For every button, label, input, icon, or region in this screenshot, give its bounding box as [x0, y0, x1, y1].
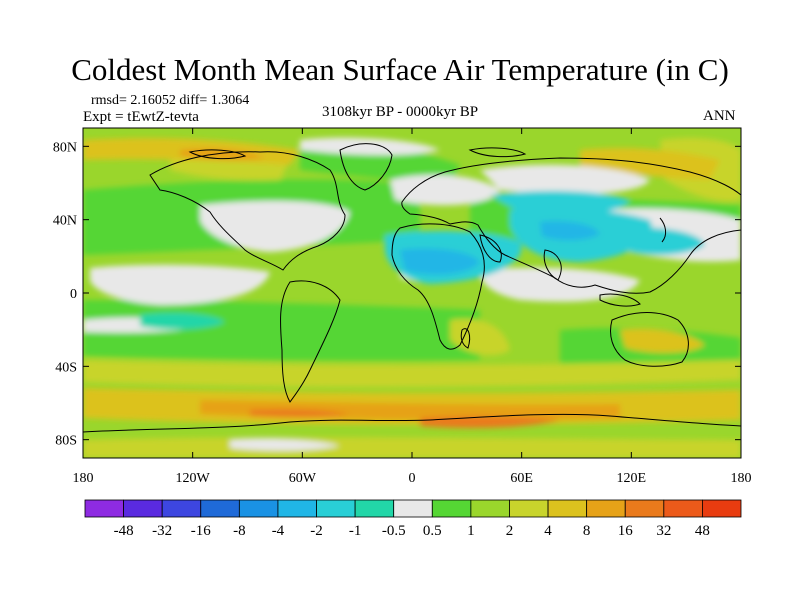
- latitude-axis: 80N 40N 0 40S 80S: [53, 140, 741, 449]
- colorbar-label: -4: [272, 523, 285, 539]
- colorbar-label: 16: [618, 523, 634, 539]
- colorbar-swatch: [393, 499, 433, 518]
- colorbar-swatch: [354, 499, 395, 518]
- colorbar-swatch: [238, 499, 279, 518]
- lon-tick-label: 120E: [617, 471, 647, 486]
- colorbar-label: -2: [310, 523, 323, 539]
- colorbar-swatch: [702, 499, 742, 518]
- season-label: ANN: [703, 108, 736, 124]
- colorbar: -48 -32 -16 -8 -4 -2 -1 -0.5 0.5 1 2 4 8 16 32 48: [84, 499, 742, 539]
- colorbar-swatch: [547, 499, 588, 518]
- colorbar-label: -32: [152, 523, 172, 539]
- lon-tick-label: 0: [409, 471, 416, 486]
- colorbar-label: 8: [583, 523, 591, 539]
- lat-tick-label: 80S: [55, 434, 77, 449]
- colorbar-label: 2: [506, 523, 514, 539]
- lat-tick-label: 40N: [53, 214, 77, 229]
- colorbar-swatch: [161, 499, 202, 518]
- lat-tick-label: 80N: [53, 140, 77, 155]
- colorbar-label: 32: [656, 523, 671, 539]
- colorbar-label: -48: [114, 523, 134, 539]
- colorbar-swatch: [123, 499, 163, 518]
- colorbar-label: -8: [233, 523, 246, 539]
- colorbar-swatch: [663, 499, 703, 518]
- colorbar-swatch: [431, 499, 472, 518]
- colorbar-label: -1: [349, 523, 362, 539]
- period-label: 3108kyr BP - 0000kyr BP: [322, 104, 479, 120]
- longitude-axis: 180 120W 60W 0 60E 120E 180: [73, 128, 752, 486]
- colorbar-swatch: [509, 499, 549, 518]
- colorbar-label: 0.5: [423, 523, 442, 539]
- colorbar-label: 1: [467, 523, 475, 539]
- lon-tick-label: 180: [731, 471, 752, 486]
- colorbar-swatch: [277, 499, 317, 518]
- colorbar-swatch: [200, 499, 240, 518]
- lon-tick-label: 60W: [289, 471, 317, 486]
- colorbar-swatch: [624, 499, 665, 518]
- colorbar-label: -16: [191, 523, 211, 539]
- lon-tick-label: 60E: [510, 471, 533, 486]
- experiment-label: Expt = tEwtZ-tevta: [83, 109, 199, 125]
- map-title: Coldest Month Mean Surface Air Temperatu…: [71, 52, 729, 87]
- colorbar-swatch: [316, 499, 356, 518]
- colorbar-swatch: [470, 499, 510, 518]
- stats-label: rmsd= 2.16052 diff= 1.3064: [91, 93, 250, 108]
- temperature-field: [83, 128, 741, 458]
- lat-tick-label: 0: [70, 287, 77, 302]
- coastlines: [83, 143, 741, 433]
- colorbar-label: 4: [544, 523, 552, 539]
- colorbar-swatch: [586, 499, 626, 518]
- colorbar-label: 48: [695, 523, 710, 539]
- lon-tick-label: 180: [73, 471, 94, 486]
- lat-tick-label: 40S: [55, 360, 77, 375]
- colorbar-swatch: [84, 499, 124, 518]
- colorbar-label: -0.5: [382, 523, 406, 539]
- lon-tick-label: 120W: [176, 471, 211, 486]
